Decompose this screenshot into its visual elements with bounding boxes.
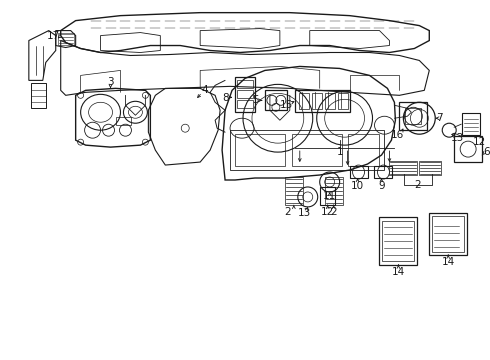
Text: 14: 14 [441, 257, 455, 267]
Text: 2: 2 [285, 207, 291, 217]
Bar [338, 93, 347, 109]
Bar [429, 213, 467, 255]
Bar [319, 187, 335, 205]
Text: 10: 10 [351, 181, 364, 191]
Bar [405, 108, 421, 124]
Bar [312, 93, 322, 109]
Bar [325, 177, 343, 205]
Bar [237, 80, 253, 88]
Bar [419, 161, 441, 175]
Bar [347, 134, 379, 166]
Text: 13: 13 [450, 133, 464, 143]
Bar [230, 130, 385, 170]
Text: 14: 14 [392, 267, 405, 276]
Bar [349, 166, 368, 178]
Text: 12: 12 [321, 207, 334, 217]
Bar [265, 90, 287, 110]
Text: 2: 2 [414, 180, 420, 190]
Bar [374, 166, 392, 178]
Text: 6: 6 [483, 147, 490, 157]
Bar [462, 113, 480, 135]
Text: 4: 4 [202, 85, 208, 95]
Bar [432, 216, 464, 252]
Text: 13: 13 [298, 208, 311, 218]
Text: 2: 2 [330, 207, 337, 217]
Text: 17: 17 [47, 31, 60, 41]
Text: 1: 1 [336, 147, 343, 157]
Bar [235, 77, 255, 112]
Bar [31, 84, 46, 108]
Text: 11: 11 [323, 191, 336, 201]
Bar [325, 93, 335, 109]
Bar [299, 93, 309, 109]
Text: 5: 5 [253, 95, 259, 105]
Text: 9: 9 [378, 181, 385, 191]
Bar [292, 134, 342, 166]
Text: 12: 12 [472, 137, 486, 147]
Text: 16: 16 [391, 130, 404, 140]
Bar [285, 177, 303, 205]
Bar [399, 102, 427, 130]
Bar [237, 100, 253, 108]
Text: 15: 15 [280, 100, 294, 110]
Bar [237, 90, 253, 98]
Bar [390, 161, 417, 175]
Bar [116, 117, 131, 125]
Bar [295, 90, 349, 112]
Bar [383, 221, 415, 261]
Text: 7: 7 [436, 113, 442, 123]
Bar [58, 32, 74, 45]
Bar [379, 217, 417, 265]
Bar [454, 136, 482, 162]
Text: 3: 3 [107, 77, 114, 87]
Text: 8: 8 [222, 93, 228, 103]
Bar [235, 134, 285, 166]
